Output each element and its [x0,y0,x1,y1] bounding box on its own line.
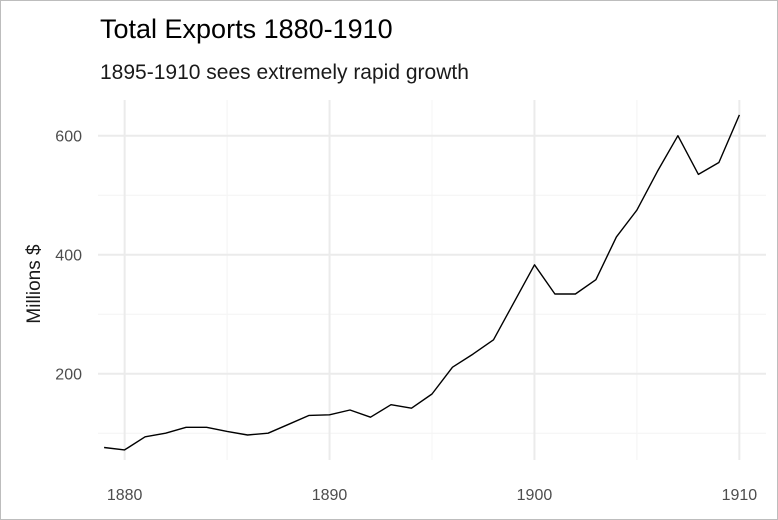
major-gridlines [98,100,766,460]
x-tick-label: 1880 [107,487,143,504]
series-layer [104,114,741,451]
x-tick-label: 1910 [722,487,758,504]
chart-title: Total Exports 1880-1910 [100,14,393,44]
y-axis-label: Millions $ [24,244,45,324]
x-tick-label: 1890 [312,487,348,504]
chart-subtitle: 1895-1910 sees extremely rapid growth [100,61,469,84]
y-tick-label: 600 [55,129,82,146]
y-axis-tick-labels: 200 400 600 [55,129,82,384]
y-tick-label: 400 [55,248,82,265]
x-axis-tick-labels: 1880 1890 1900 1910 [107,487,757,504]
y-tick-label: 200 [55,367,82,384]
x-tick-label: 1900 [517,487,553,504]
exports-line [104,114,741,451]
minor-gridlines [98,100,766,460]
